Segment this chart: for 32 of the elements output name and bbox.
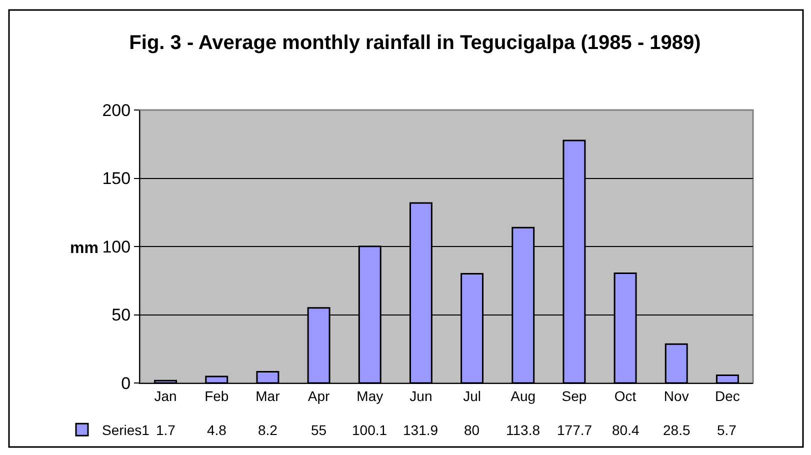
legend-label: Series1 (102, 422, 150, 438)
chart-title: Fig. 3 - Average monthly rainfall in Tegucigalpa (1985 - 1989) (129, 32, 701, 54)
y-tick-label: 100 (102, 237, 131, 256)
data-label: 80 (464, 422, 480, 438)
x-tick-label: Oct (614, 388, 636, 404)
y-axis-title: mm (70, 240, 98, 257)
data-label: 113.8 (506, 422, 540, 438)
data-label: 80.4 (612, 422, 640, 438)
x-tick-label: Aug (510, 388, 536, 404)
y-tick-label: 50 (112, 306, 131, 325)
x-tick-label: Apr (308, 388, 330, 404)
x-tick-label: Jun (410, 388, 432, 404)
data-label: 8.2 (258, 422, 278, 438)
x-tick-label: Mar (256, 388, 280, 404)
y-tick-label: 200 (102, 100, 131, 120)
x-tick-label: Feb (204, 388, 229, 404)
x-tick-label: Sep (562, 388, 587, 404)
data-label: 1.7 (156, 422, 176, 438)
x-tick-label: Jan (154, 388, 177, 404)
data-label: 131.9 (403, 422, 438, 438)
data-label: 5.7 (717, 422, 737, 438)
y-tick-label: 0 (121, 374, 131, 393)
data-label: 100.1 (352, 422, 388, 438)
x-tick-label: May (356, 388, 384, 404)
x-tick-label: Nov (664, 388, 689, 404)
y-tick-label: 150 (102, 169, 131, 188)
data-label: 177.7 (557, 422, 592, 438)
x-tick-label: Dec (715, 388, 740, 404)
data-label: 4.8 (207, 422, 227, 438)
data-label: 28.5 (663, 422, 690, 438)
x-tick-label: Jul (463, 388, 481, 404)
data-label: 55 (311, 422, 327, 438)
